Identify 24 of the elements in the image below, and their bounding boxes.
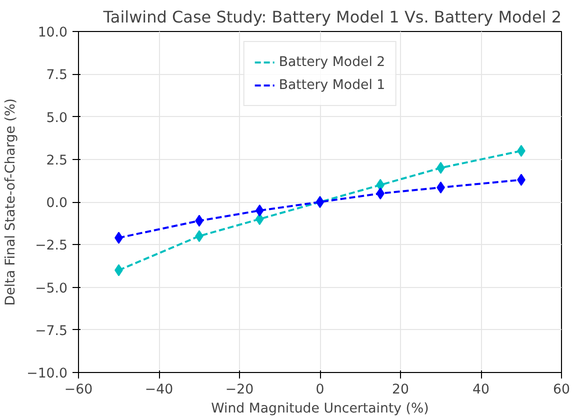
point xyxy=(255,204,264,217)
point xyxy=(255,213,264,226)
x-tick-label: 20 xyxy=(392,382,409,398)
y-tick-label: −7.5 xyxy=(35,324,68,339)
point xyxy=(376,187,385,200)
x-axis-title: Wind Magnitude Uncertainty (%) xyxy=(211,402,429,416)
legend-label: Battery Model 1 xyxy=(278,78,386,92)
y-tick-label: 10.0 xyxy=(38,26,68,40)
x-tick-label: 0 xyxy=(316,382,324,398)
y-tick-label: 5.0 xyxy=(46,110,68,126)
y-tick-label: 2.5 xyxy=(46,153,68,168)
y-tick-label: 7.5 xyxy=(46,68,68,84)
chart-title: Tailwind Case Study: Battery Model 1 Vs. Battery Model 2 xyxy=(102,8,562,26)
x-tick-label: −40 xyxy=(144,382,174,398)
y-tick-label: −10.0 xyxy=(26,366,68,382)
x-tick-label: −60 xyxy=(64,382,93,398)
x-tick-label: −20 xyxy=(225,382,254,398)
x-tick-label: 40 xyxy=(472,382,490,398)
y-tick-label: −5.0 xyxy=(35,281,68,296)
y-tick-label: −2.5 xyxy=(35,238,68,254)
y-axis-title: Delta Final State-of-Charge (%) xyxy=(4,98,19,306)
y-tick-label: 0.0 xyxy=(46,196,68,211)
x-tick-label: 60 xyxy=(553,382,570,398)
legend-label: Battery Model 2 xyxy=(278,54,386,70)
